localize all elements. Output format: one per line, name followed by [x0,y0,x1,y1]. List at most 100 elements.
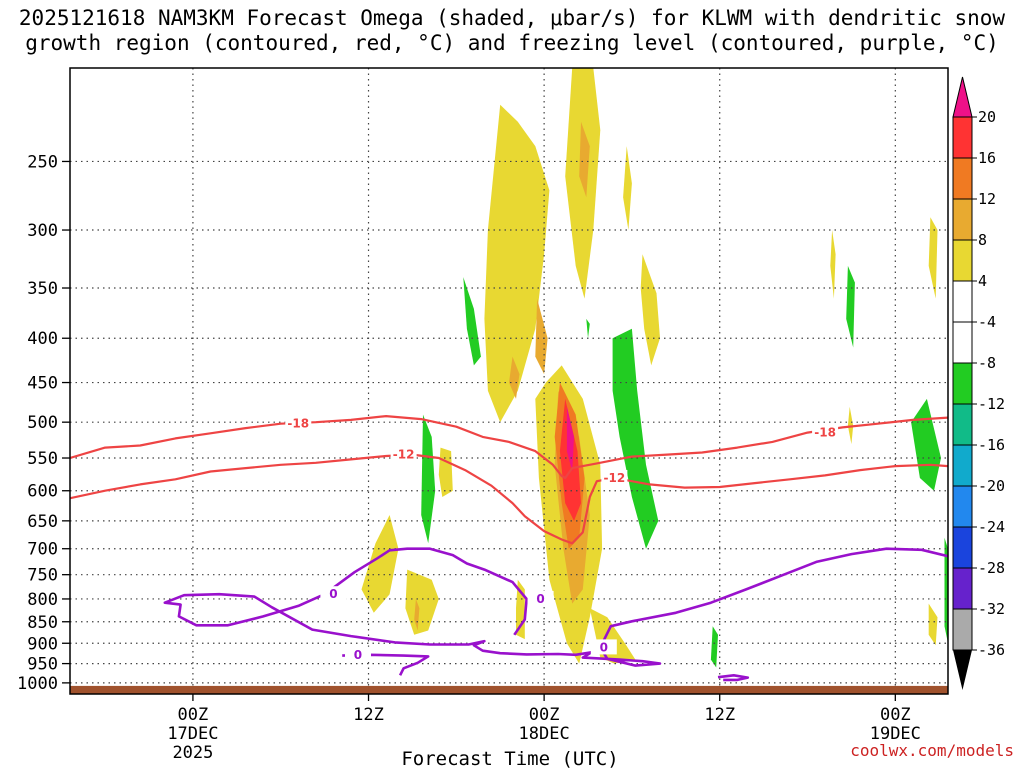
colorbar-label: -8 [978,354,996,372]
y-tick-label: 700 [27,540,58,560]
omega-region-0 [484,104,550,423]
colorbar-label: 16 [978,149,996,167]
source-credit: coolwx.com/models [850,741,1014,760]
omega-region-25 [586,318,590,339]
y-tick-label: 800 [27,590,58,610]
contour-label: 0 [536,592,544,606]
contour-label: 0 [600,640,608,654]
colorbar-segment [952,362,973,405]
omega-region-11 [830,230,836,299]
contour-label: -18 [287,417,309,431]
omega-region-23 [421,414,436,544]
y-tick-label: 350 [27,279,58,299]
y-tick-label: 250 [27,152,58,172]
x-tick-label: 19DEC [870,724,921,744]
omega-shading-layer [361,68,948,668]
y-tick-label: 500 [27,413,58,433]
omega-region-24 [612,328,659,549]
colorbar-label: -20 [978,477,1005,495]
y-tick-label: 900 [27,634,58,654]
omega-region-26 [846,265,855,348]
colorbar-label: -24 [978,518,1005,536]
colorbar-segment [952,567,973,610]
colorbar-segment [952,403,973,446]
colorbar-label: 4 [978,272,987,290]
omega-region-21 [566,406,574,472]
grid-lines [70,68,948,694]
y-tick-label: 400 [27,329,58,349]
contour-line-0 [70,415,948,480]
omega-region-29 [710,626,718,668]
omega-region-16 [579,121,590,198]
contour-line-1 [70,453,948,545]
omega-region-8 [438,447,453,497]
y-tick-label: 550 [27,449,58,469]
x-tick-label: 00Z [178,705,209,725]
y-tick-label: 650 [27,512,58,532]
y-tick-label: 600 [27,482,58,502]
contour-label: -12 [604,471,626,485]
y-tick-label: 450 [27,374,58,394]
x-tick-label: 2025 [172,743,213,763]
colorbar-label: -12 [978,395,1005,413]
x-tick-label: 00Z [529,705,560,725]
colorbar-label: -28 [978,559,1005,577]
colorbar-segment [952,321,973,364]
contour-label-bg [812,424,839,440]
colorbar-segment [952,116,973,159]
colorbar-segment [952,444,973,487]
contour-label-bg [390,446,417,462]
y-tick-label: 300 [27,221,58,241]
contour-label-bg [285,415,312,431]
colorbar-label: 20 [978,108,996,126]
colorbar-segment [952,526,973,569]
omega-region-13 [928,603,938,646]
omega-region-4 [623,146,632,230]
y-axis-ticks: 250 300 350 400 450 500 550 600 650 700 750 800 8509… [17,152,70,694]
omega-region-5 [640,254,660,366]
contour-label-bg [320,586,347,602]
y-tick-label: 1000 [17,674,58,694]
colorbar-label: -4 [978,313,996,331]
omega-region-28 [944,537,948,644]
contour-line-3 [163,547,948,667]
colorbar-segment [952,280,973,323]
x-tick-label: 12Z [704,705,735,725]
contour-label-bg [601,469,628,485]
colorbar-segment [952,608,973,651]
colorbar-segment [952,239,973,282]
omega-region-10 [847,406,854,445]
contour-label-bg [590,639,617,655]
colorbar-label: -16 [978,436,1005,454]
contour-label: 0 [329,587,337,601]
x-axis-title: Forecast Time (UTC) [401,748,618,768]
omega-region-6 [361,515,399,613]
y-tick-label: 750 [27,566,58,586]
plot-frame [69,67,949,695]
contour-label-bg [527,590,554,606]
omega-region-15 [509,356,520,399]
contour-label: -12 [393,448,415,462]
x-tick-label: 00Z [880,705,911,725]
chart-title-line1: 2025121618 NAM3KM Forecast Omega (shaded… [18,6,1006,30]
omega-region-22 [463,277,481,366]
colorbar-segment [952,198,973,241]
terrain-fill [70,685,948,694]
x-tick-label: 17DEC [167,724,218,744]
colorbar-segment [952,485,973,528]
contour-label: 0 [354,648,362,662]
x-tick-label: 18DEC [519,724,570,744]
y-tick-label: 850 [27,613,58,633]
contour-label-bg [344,646,371,662]
contour-line-4 [717,673,750,682]
colorbar-segment [952,157,973,200]
x-tick-label: 12Z [353,705,384,725]
colorbar-label: 12 [978,190,996,208]
colorbar-label: -32 [978,600,1005,618]
omega-region-7 [405,569,439,635]
omega-region-18 [414,599,420,631]
chart-title-line2: growth region (contoured, red, °C) and f… [25,31,999,55]
colorbar-bottom-arrow [953,650,972,690]
